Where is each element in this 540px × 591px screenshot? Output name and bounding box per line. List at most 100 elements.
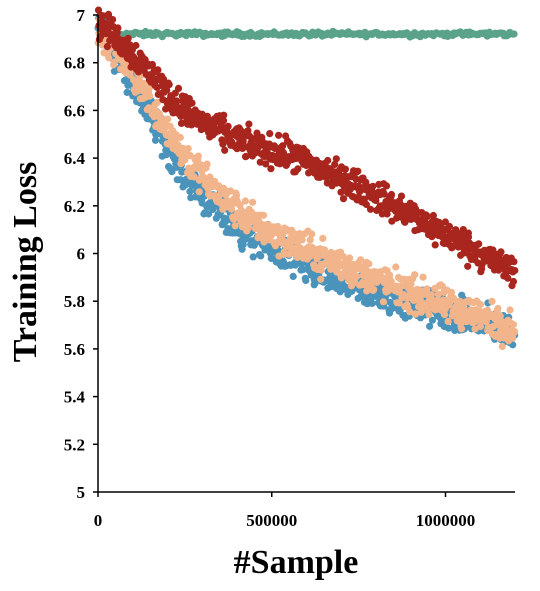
data-point (219, 140, 227, 148)
data-point (494, 304, 502, 313)
data-point (249, 253, 257, 261)
data-point (426, 322, 434, 330)
data-point (383, 210, 391, 218)
data-point (244, 224, 253, 232)
data-point (279, 231, 287, 239)
data-point (262, 160, 270, 168)
x-tick-label: 0 (94, 511, 103, 530)
data-point (353, 272, 361, 280)
data-point (445, 324, 453, 332)
data-point (319, 234, 327, 242)
data-point (425, 311, 433, 319)
data-point (103, 43, 111, 51)
data-point (221, 146, 229, 154)
data-point (164, 115, 172, 123)
data-point (370, 285, 378, 294)
data-point (339, 195, 348, 203)
data-point (324, 156, 332, 165)
data-point (464, 262, 472, 270)
data-point (448, 288, 456, 297)
data-point (151, 136, 160, 144)
y-tick-label: 5.2 (64, 435, 85, 454)
data-point (267, 165, 275, 173)
data-point (414, 303, 423, 311)
data-point (317, 266, 325, 274)
data-point (184, 145, 192, 153)
data-point (168, 168, 176, 176)
data-point (397, 192, 406, 200)
data-point (511, 266, 519, 275)
data-point (299, 266, 307, 274)
data-point (308, 230, 316, 238)
data-point (194, 152, 202, 160)
data-point (298, 236, 306, 244)
data-point (220, 111, 228, 119)
data-point (249, 198, 257, 206)
data-point (419, 273, 427, 281)
data-points-layer (94, 6, 519, 350)
data-point (504, 274, 512, 282)
data-point (188, 99, 196, 107)
y-tick-label: 5.8 (64, 292, 85, 311)
y-axis-ticks: 5 5.2 5.4 5.6 5.8 6 6.2 6.4 6.6 6.8 7 (64, 6, 98, 502)
x-axis-title: #Sample (234, 544, 359, 581)
data-point (293, 236, 301, 244)
data-point (174, 84, 183, 92)
data-point (195, 188, 203, 196)
y-tick-label: 5.4 (64, 388, 86, 407)
x-axis-ticks: 0 500000 1000000 (94, 492, 475, 530)
data-point (489, 246, 497, 254)
data-point (380, 190, 388, 198)
data-point (294, 165, 302, 173)
data-point (357, 186, 365, 194)
data-point (173, 97, 181, 105)
data-point (306, 236, 314, 244)
data-point (431, 241, 439, 249)
data-point (509, 277, 518, 286)
data-point (290, 230, 298, 238)
data-point (289, 272, 297, 280)
data-point (401, 218, 409, 226)
data-point (498, 342, 506, 350)
data-point (176, 133, 184, 142)
data-point (317, 275, 325, 283)
data-point (346, 254, 354, 262)
data-point (428, 316, 436, 324)
y-tick-label: 5.6 (64, 340, 85, 359)
data-point (132, 41, 140, 50)
data-point (506, 306, 514, 314)
data-point (341, 165, 349, 173)
data-point (231, 222, 239, 230)
data-point (379, 298, 387, 306)
data-point (362, 200, 370, 209)
data-point (412, 310, 420, 318)
data-point (275, 131, 283, 139)
data-point (464, 233, 473, 241)
data-point (186, 187, 194, 196)
data-point (224, 122, 232, 130)
data-point (475, 240, 483, 248)
data-point (429, 211, 437, 220)
data-point (354, 167, 362, 175)
data-point (239, 240, 247, 249)
data-point (441, 311, 449, 319)
data-point (124, 34, 132, 43)
data-point (266, 130, 274, 138)
data-point (459, 226, 467, 234)
data-point (476, 322, 485, 331)
x-tick-label: 500000 (246, 511, 297, 530)
y-axis-title: Training Loss (7, 162, 44, 363)
data-point (109, 16, 117, 24)
data-point (456, 297, 464, 305)
data-point (233, 192, 241, 200)
data-point (509, 320, 518, 329)
data-point (245, 120, 253, 128)
data-point (428, 233, 436, 241)
data-point (392, 263, 400, 271)
data-point (114, 24, 122, 32)
data-point (219, 117, 228, 125)
data-point (146, 92, 154, 100)
data-point (364, 268, 372, 276)
data-point (190, 173, 198, 181)
